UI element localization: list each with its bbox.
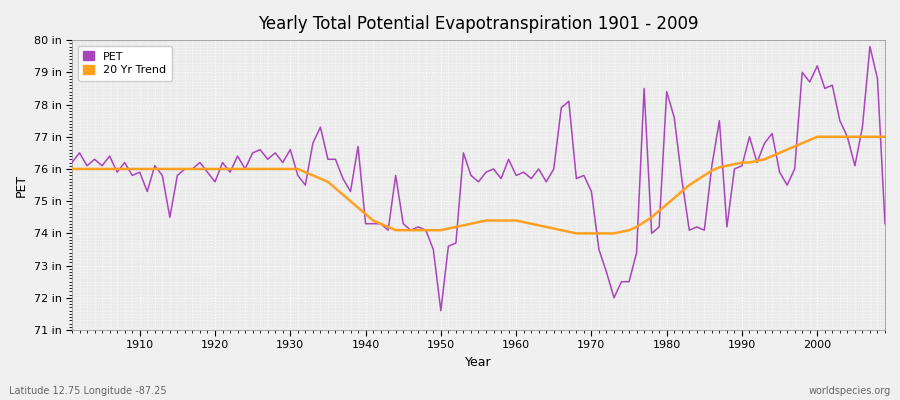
Text: Latitude 12.75 Longitude -87.25: Latitude 12.75 Longitude -87.25 xyxy=(9,386,166,396)
Text: worldspecies.org: worldspecies.org xyxy=(809,386,891,396)
Title: Yearly Total Potential Evapotranspiration 1901 - 2009: Yearly Total Potential Evapotranspiratio… xyxy=(258,15,698,33)
X-axis label: Year: Year xyxy=(465,356,491,369)
Y-axis label: PET: PET xyxy=(15,174,28,197)
Legend: PET, 20 Yr Trend: PET, 20 Yr Trend xyxy=(77,46,172,81)
